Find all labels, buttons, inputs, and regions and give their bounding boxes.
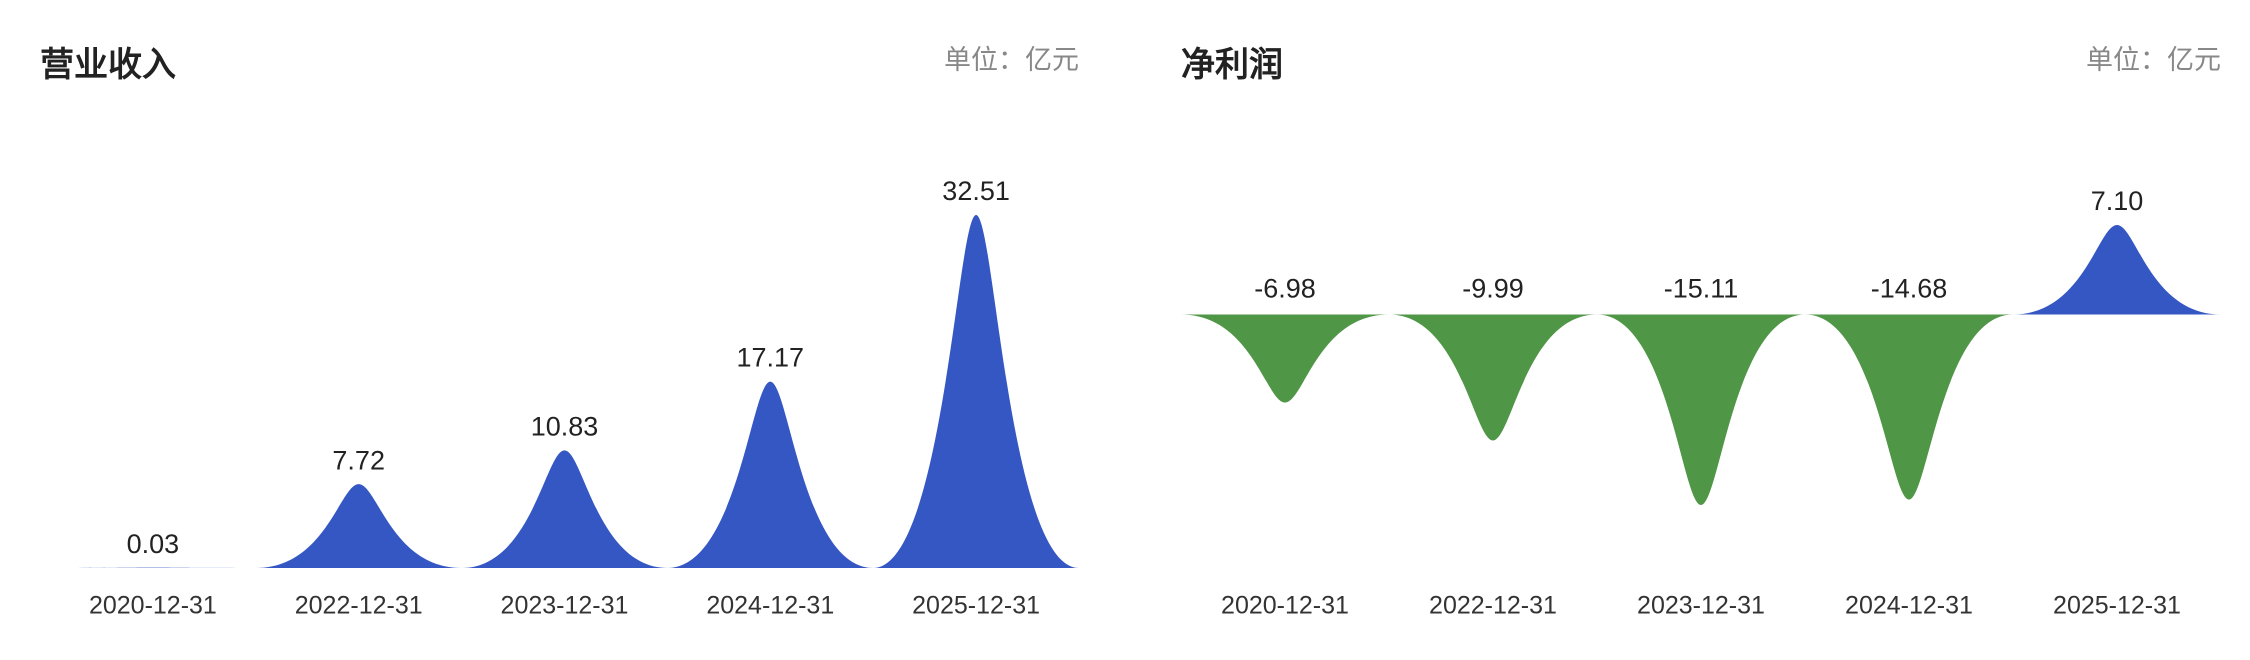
value-label: 7.72 — [332, 445, 385, 475]
value-label: 32.51 — [942, 176, 1010, 206]
x-tick-label: 2020-12-31 — [1221, 592, 1349, 620]
value-label: -9.99 — [1462, 274, 1524, 304]
peak-bar — [1805, 314, 2013, 500]
value-label: 7.10 — [2091, 186, 2144, 216]
value-label: -15.11 — [1664, 274, 1739, 304]
value-label: 0.03 — [127, 529, 180, 559]
peak-bar — [2013, 225, 2221, 315]
chart-title: 营业收入 — [40, 46, 176, 84]
x-tick-label: 2024-12-31 — [706, 592, 834, 620]
x-tick-label: 2022-12-31 — [1429, 592, 1557, 620]
peak-bar — [873, 215, 1079, 568]
value-label: 10.83 — [531, 412, 599, 442]
peak-bar — [667, 381, 874, 568]
value-label: -6.98 — [1254, 274, 1316, 304]
x-tick-label: 2020-12-31 — [89, 592, 217, 620]
x-tick-label: 2022-12-31 — [295, 592, 423, 620]
value-label: 17.17 — [737, 343, 805, 373]
unit-label: 单位：亿元 — [944, 45, 1079, 75]
value-label: -14.68 — [1871, 274, 1948, 304]
chart-title: 净利润 — [1181, 46, 1283, 84]
peak-bar — [461, 450, 668, 568]
x-tick-label: 2025-12-31 — [912, 592, 1040, 620]
peak-bar — [1389, 314, 1597, 441]
peak-bar — [255, 484, 462, 568]
peak-bar — [1181, 314, 1389, 403]
x-tick-label: 2025-12-31 — [2053, 592, 2181, 620]
x-tick-label: 2024-12-31 — [1845, 592, 1973, 620]
unit-label: 单位：亿元 — [2086, 45, 2221, 75]
x-tick-label: 2023-12-31 — [501, 592, 629, 620]
peak-bar — [1597, 314, 1805, 505]
x-tick-label: 2023-12-31 — [1637, 592, 1765, 620]
